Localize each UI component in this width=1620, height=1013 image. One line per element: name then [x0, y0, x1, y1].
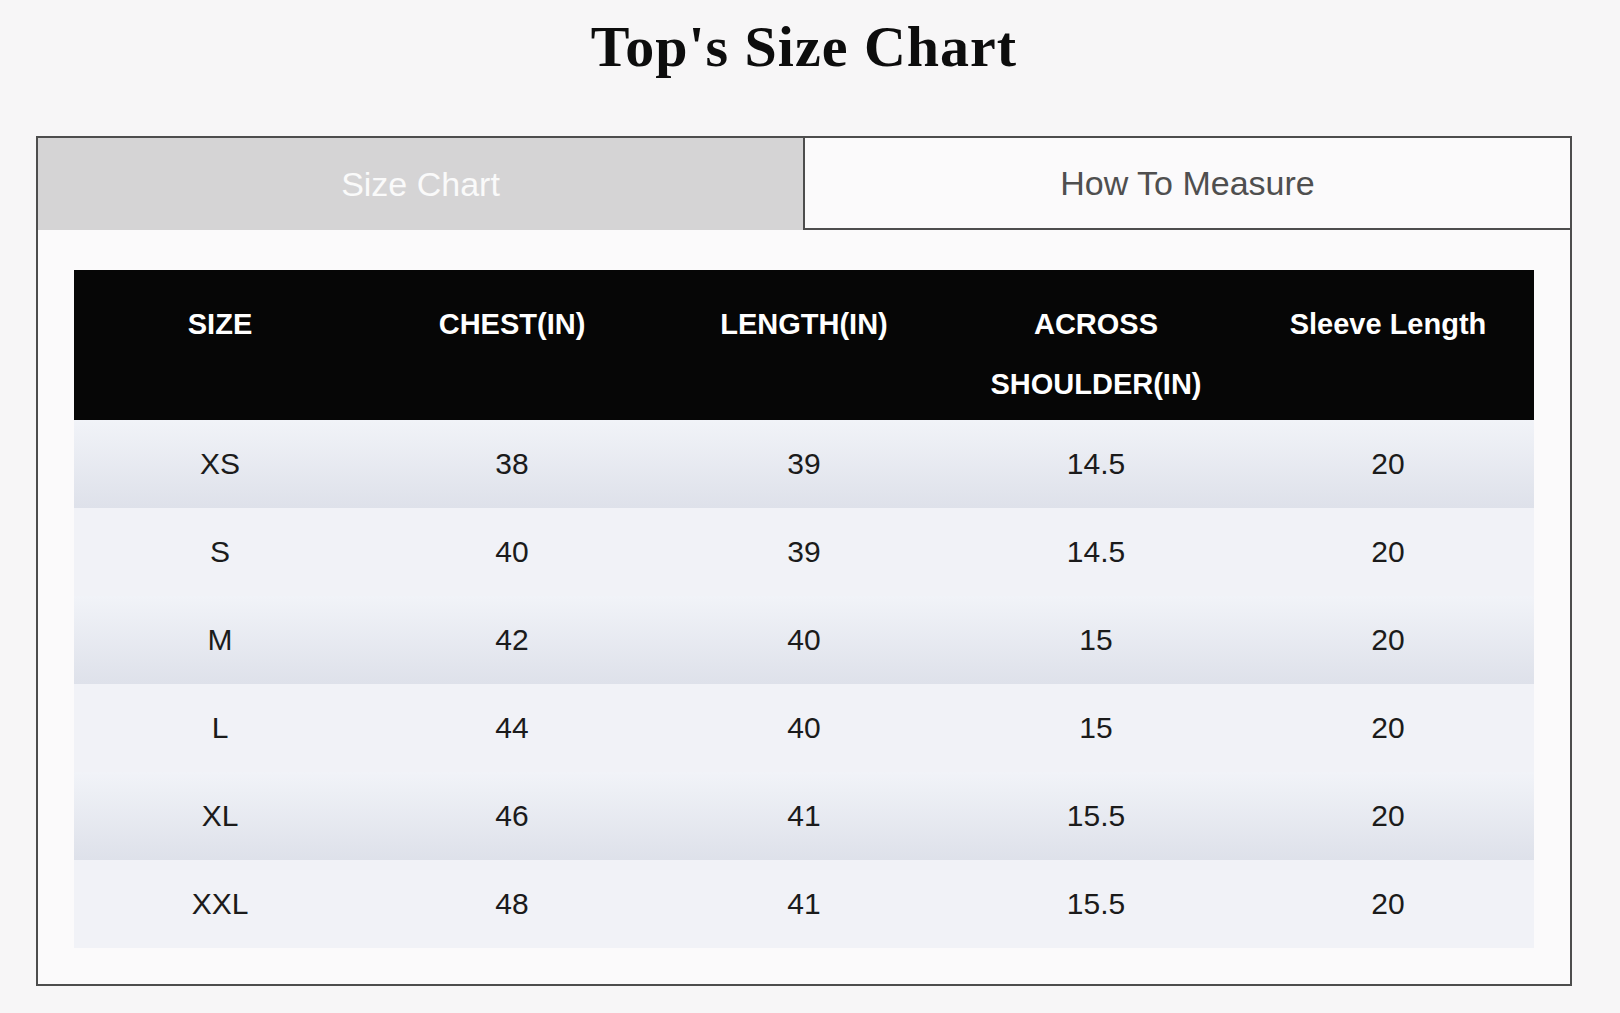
cell-sleeve-length: 20: [1242, 684, 1534, 772]
table-row-xs: XS 38 39 14.5 20: [74, 420, 1534, 508]
cell-size: XL: [74, 772, 366, 860]
table-row-xl: XL 46 41 15.5 20: [74, 772, 1534, 860]
cell-sleeve-length: 20: [1242, 420, 1534, 508]
col-header-length: LENGTH(IN): [658, 270, 950, 420]
col-header-across-shoulder: ACROSS SHOULDER(IN): [950, 270, 1242, 420]
col-header-chest: CHEST(IN): [366, 270, 658, 420]
cell-length: 41: [658, 860, 950, 948]
cell-across-shoulder: 15.5: [950, 860, 1242, 948]
col-header-size: SIZE: [74, 270, 366, 420]
cell-chest: 38: [366, 420, 658, 508]
cell-sleeve-length: 20: [1242, 860, 1534, 948]
cell-across-shoulder: 14.5: [950, 508, 1242, 596]
cell-length: 39: [658, 508, 950, 596]
tab-how-to-measure-label: How To Measure: [1060, 164, 1315, 203]
cell-across-shoulder: 15.5: [950, 772, 1242, 860]
cell-across-shoulder: 15: [950, 596, 1242, 684]
size-table: SIZE CHEST(IN) LENGTH(IN) ACROSS SHOULDE…: [74, 270, 1534, 948]
cell-size: XXL: [74, 860, 366, 948]
col-header-sleeve-length: Sleeve Length: [1242, 270, 1534, 420]
cell-length: 40: [658, 596, 950, 684]
cell-chest: 48: [366, 860, 658, 948]
cell-size: M: [74, 596, 366, 684]
cell-chest: 40: [366, 508, 658, 596]
tab-size-chart-label: Size Chart: [341, 165, 500, 204]
cell-length: 40: [658, 684, 950, 772]
cell-chest: 42: [366, 596, 658, 684]
size-chart-panel: Size Chart How To Measure SIZE CHEST(IN)…: [36, 136, 1572, 986]
table-row-xxl: XXL 48 41 15.5 20: [74, 860, 1534, 948]
tab-how-to-measure[interactable]: How To Measure: [803, 138, 1570, 230]
header-row: SIZE CHEST(IN) LENGTH(IN) ACROSS SHOULDE…: [74, 270, 1534, 420]
cell-size: L: [74, 684, 366, 772]
cell-across-shoulder: 15: [950, 684, 1242, 772]
page-title: Top's Size Chart: [36, 0, 1572, 136]
cell-sleeve-length: 20: [1242, 772, 1534, 860]
cell-sleeve-length: 20: [1242, 596, 1534, 684]
cell-across-shoulder: 14.5: [950, 420, 1242, 508]
tab-size-chart[interactable]: Size Chart: [38, 138, 803, 230]
cell-chest: 46: [366, 772, 658, 860]
cell-chest: 44: [366, 684, 658, 772]
page: Top's Size Chart Size Chart How To Measu…: [36, 0, 1572, 986]
cell-length: 41: [658, 772, 950, 860]
table-row-s: S 40 39 14.5 20: [74, 508, 1534, 596]
table-row-m: M 42 40 15 20: [74, 596, 1534, 684]
cell-sleeve-length: 20: [1242, 508, 1534, 596]
cell-size: XS: [74, 420, 366, 508]
table-row-l: L 44 40 15 20: [74, 684, 1534, 772]
size-chart-content: SIZE CHEST(IN) LENGTH(IN) ACROSS SHOULDE…: [38, 230, 1570, 982]
tab-bar: Size Chart How To Measure: [38, 138, 1570, 230]
cell-size: S: [74, 508, 366, 596]
cell-length: 39: [658, 420, 950, 508]
